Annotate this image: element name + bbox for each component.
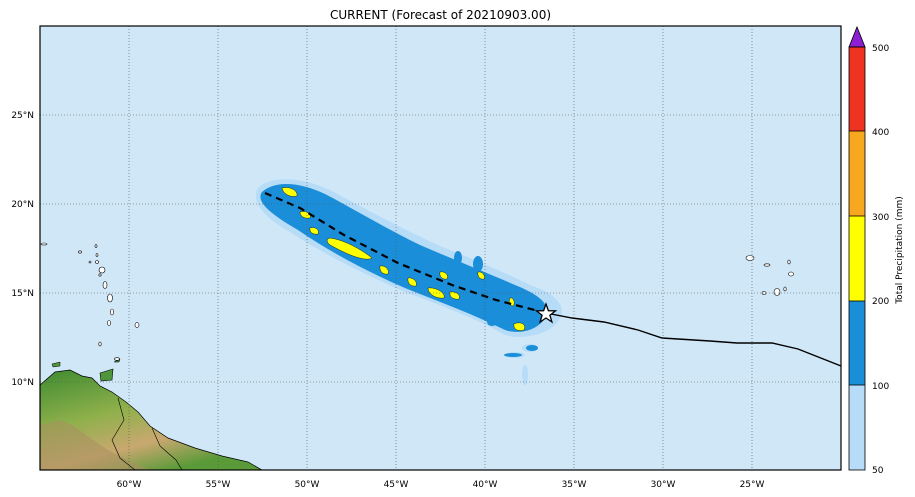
colorbar-tick-label: 300 bbox=[872, 213, 889, 223]
colorbar-tick-label: 100 bbox=[872, 382, 889, 392]
colorbar-tick-label: 200 bbox=[872, 297, 889, 307]
forecast-track-line bbox=[264, 191, 547, 315]
lon-tick-label: 45°W bbox=[384, 480, 409, 490]
colorbar-segment-400 bbox=[849, 47, 865, 131]
past-track-line bbox=[545, 312, 841, 367]
gridlines bbox=[40, 26, 841, 470]
country-border bbox=[111, 397, 136, 470]
lat-tick-label: 10°N bbox=[11, 378, 34, 388]
lat-tick-label: 20°N bbox=[11, 200, 34, 210]
country-border bbox=[151, 427, 183, 470]
colorbar-tick-label: 500 bbox=[872, 44, 889, 54]
lon-tick-label: 60°W bbox=[117, 480, 142, 490]
colorbar-axis-label: Total Precipitation (mm) bbox=[895, 196, 905, 305]
colorbar: 50 100 200 300 400 500 Total Precipitati… bbox=[848, 25, 905, 476]
map-title: CURRENT (Forecast of 20210903.00) bbox=[329, 8, 552, 22]
colorbar-segment-300 bbox=[849, 131, 865, 216]
colorbar-tick-label: 50 bbox=[872, 466, 884, 476]
lat-axis: 25°N 20°N 15°N 10°N bbox=[11, 111, 34, 388]
lon-tick-label: 55°W bbox=[206, 480, 231, 490]
colorbar-segment-200 bbox=[849, 216, 865, 301]
lon-tick-label: 30°W bbox=[651, 480, 676, 490]
lat-tick-label: 15°N bbox=[11, 289, 34, 299]
colorbar-segment-100 bbox=[849, 301, 865, 385]
trinidad-island bbox=[99, 368, 114, 382]
colorbar-tick-label: 400 bbox=[872, 128, 889, 138]
lesser-antilles bbox=[40, 242, 140, 361]
current-position-star-icon bbox=[534, 302, 558, 324]
lon-tick-label: 35°W bbox=[562, 480, 587, 490]
lon-tick-label: 50°W bbox=[295, 480, 320, 490]
lon-tick-label: 25°W bbox=[740, 480, 765, 490]
lon-tick-label: 40°W bbox=[473, 480, 498, 490]
lat-tick-label: 25°N bbox=[11, 111, 34, 121]
colorbar-frame bbox=[848, 46, 866, 471]
island bbox=[51, 361, 61, 368]
map-frame bbox=[39, 25, 842, 471]
colorbar-segment-50 bbox=[849, 385, 865, 470]
cape-verde-islands bbox=[745, 255, 794, 296]
colorbar-extend-arrow bbox=[848, 25, 866, 48]
lon-axis: 60°W 55°W 50°W 45°W 40°W 35°W 30°W 25°W bbox=[117, 480, 765, 490]
venezuela-coast bbox=[40, 420, 150, 470]
